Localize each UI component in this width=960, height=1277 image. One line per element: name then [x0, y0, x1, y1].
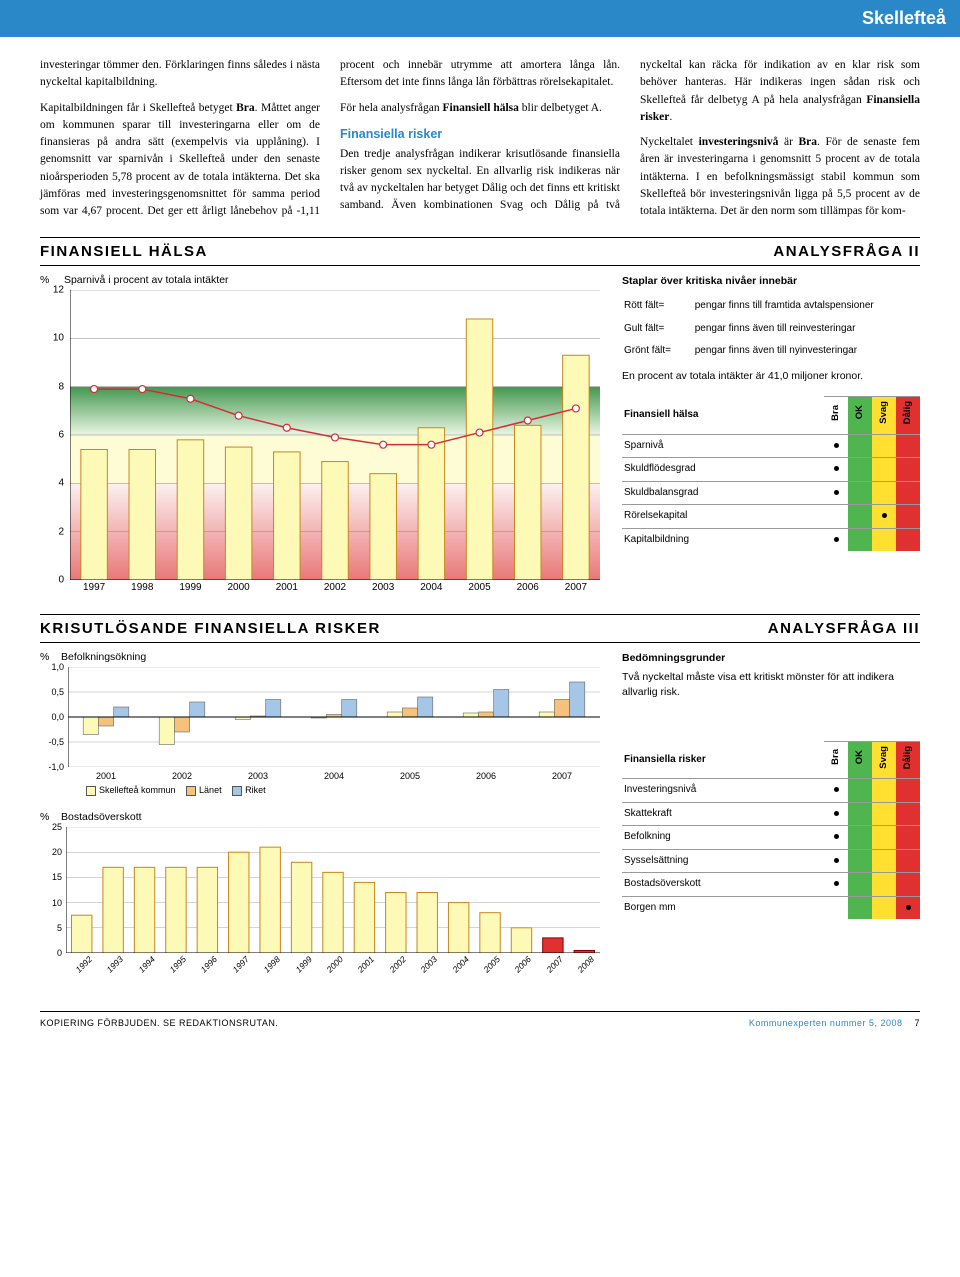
right2-heading: Bedömningsgrunder — [622, 651, 920, 666]
right1-heading: Staplar över kritiska nivåer innebär — [622, 274, 920, 289]
right1-footnote: En procent av totala intäkter är 41,0 mi… — [622, 369, 920, 384]
rating-row: Skuldflödesgrad — [622, 458, 920, 482]
rating-row: Sysselsättning — [622, 849, 920, 873]
right2-text: Två nyckeltal måste visa ett kritiskt mö… — [622, 670, 920, 700]
rating-row: Skattekraft — [622, 802, 920, 826]
chart3-title: Bostadsöverskott — [61, 811, 142, 823]
color-legend-table: Rött fält=pengar finns till framtida avt… — [622, 295, 920, 363]
chart-sparniva: 024681012 199719981999200020012002200320… — [40, 290, 600, 600]
chart-befolkning: -1,0-0,50,00,51,0 2001200220032004200520… — [40, 667, 600, 797]
page-header: Skellefteå — [0, 0, 960, 37]
subheading-finansiella-risker: Finansiella risker — [340, 125, 620, 144]
section-title-krisutlosande: KRISUTLÖSANDE FINANSIELLA RISKER ANALYSF… — [40, 614, 920, 643]
para-3: För hela analysfrågan Finansiell hälsa b… — [340, 100, 620, 117]
page-number: 7 — [914, 1018, 920, 1028]
header-title: Skellefteå — [862, 8, 946, 29]
rating-table-halsa: Finansiell hälsa Bra OK Svag Dålig Sparn… — [622, 396, 920, 551]
page-footer: KOPIERING FÖRBJUDEN. SE REDAKTIONSRUTAN.… — [40, 1011, 920, 1028]
footer-right: Kommunexperten nummer 5, 2008 — [749, 1018, 903, 1028]
chart1-ylabel: % — [40, 274, 49, 286]
para-1: investeringar tömmer den. Förklaringen f… — [40, 57, 320, 92]
chart1-title: Sparnivå i procent av totala intäkter — [64, 274, 229, 286]
footer-left: KOPIERING FÖRBJUDEN. SE REDAKTIONSRUTAN. — [40, 1018, 278, 1028]
rating-row: Rörelsekapital — [622, 505, 920, 529]
para-5: Nyckeltalet investeringsnivå är Bra. För… — [640, 134, 920, 220]
rating-row: Bostadsöverskott — [622, 873, 920, 897]
section-title-finansiell-halsa: FINANSIELL HÄLSA ANALYSFRÅGA II — [40, 237, 920, 266]
chart-bostadsoverskott: 0510152025 19921993199419951996199719981… — [40, 827, 600, 987]
rating-row: Befolkning — [622, 826, 920, 850]
chart2-title: Befolkningsökning — [61, 651, 146, 663]
rating-row: Sparnivå — [622, 434, 920, 458]
rating-row: Kapitalbildning — [622, 528, 920, 551]
rating-row: Borgen mm — [622, 896, 920, 919]
rating-row: Investeringsnivå — [622, 779, 920, 803]
body-text-columns: investeringar tömmer den. Förklaringen f… — [40, 57, 920, 221]
rating-table-risker: Finansiella risker Bra OK Svag Dålig Inv… — [622, 741, 920, 920]
rating-row: Skuldbalansgrad — [622, 481, 920, 505]
